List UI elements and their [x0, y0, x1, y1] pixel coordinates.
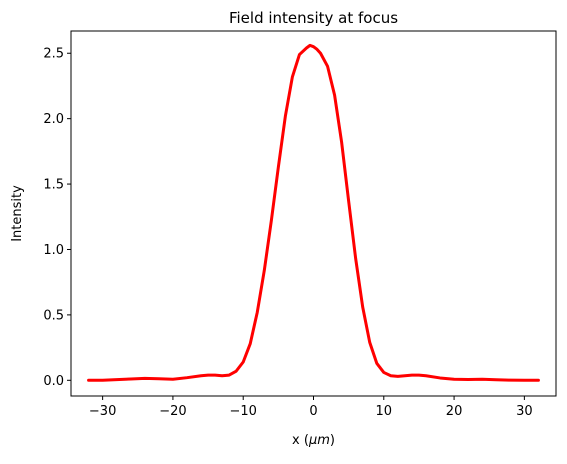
- y-tick-label: 1.0: [43, 243, 64, 258]
- axes-frame: [70, 30, 557, 397]
- x-axis-label-suffix: ): [330, 433, 335, 448]
- chart-title: Field intensity at focus: [229, 9, 398, 27]
- y-tick-label: 1.5: [43, 178, 64, 193]
- y-tick-label: 0.5: [43, 308, 64, 323]
- y-tick-label: 0.0: [43, 374, 64, 389]
- x-tick-label: 10: [376, 404, 393, 419]
- series-line-0: [87, 43, 540, 382]
- x-tick-label: 0: [309, 404, 317, 419]
- x-tick-label: −30: [89, 404, 116, 419]
- x-tick-label: −20: [159, 404, 186, 419]
- plot-area: [87, 43, 540, 382]
- x-tick-label: 20: [446, 404, 463, 419]
- y-tick-label: 2.5: [43, 47, 64, 62]
- x-tick-label: −10: [229, 404, 256, 419]
- y-axis-label: Intensity: [10, 185, 25, 242]
- x-axis-ticks: −30 −20 −10 0 10 20 30: [89, 396, 533, 419]
- x-axis-label: x (μm): [292, 433, 335, 448]
- x-axis-label-unit: μm: [308, 433, 330, 448]
- y-axis-ticks: 0.0 0.5 1.0 1.5 2.0 2.5: [43, 47, 71, 389]
- y-tick-label: 2.0: [43, 112, 64, 127]
- x-tick-label: 30: [516, 404, 533, 419]
- x-axis-label-prefix: x (: [292, 433, 309, 448]
